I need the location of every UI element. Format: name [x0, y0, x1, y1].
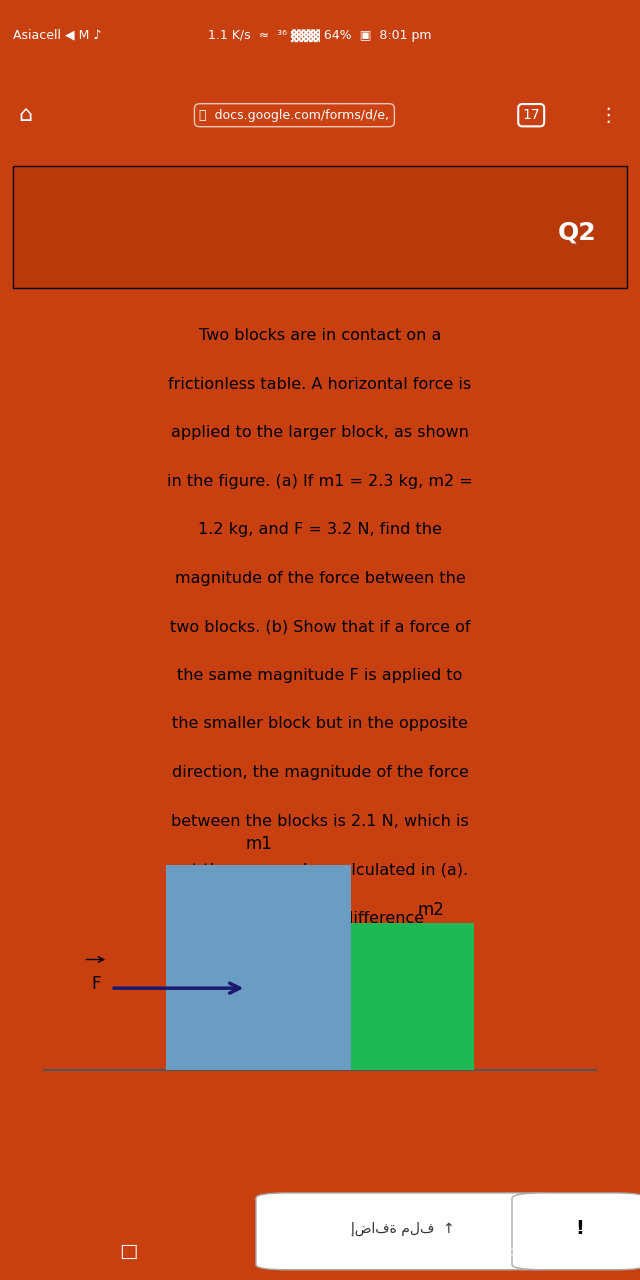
Text: in the figure. (a) If m1 = 2.3 kg, m2 =: in the figure. (a) If m1 = 2.3 kg, m2 = — [167, 474, 473, 489]
Text: magnitude of the force between the: magnitude of the force between the — [175, 571, 465, 586]
Bar — [166, 865, 351, 1070]
FancyBboxPatch shape — [256, 1193, 563, 1270]
Text: !: ! — [575, 1220, 584, 1238]
Text: F: F — [91, 975, 100, 993]
Text: m2: m2 — [417, 901, 444, 919]
Text: 🔒  docs.google.com/forms/d/e,: 🔒 docs.google.com/forms/d/e, — [200, 109, 389, 122]
Text: between the blocks is 2.1 N, which is: between the blocks is 2.1 N, which is — [171, 814, 469, 828]
Text: 1.1 K/s  ≈  ³⁶ ▓▓▓ 64%  ▣  8:01 pm: 1.1 K/s ≈ ³⁶ ▓▓▓ 64% ▣ 8:01 pm — [208, 28, 432, 42]
Text: the smaller block but in the opposite: the smaller block but in the opposite — [172, 717, 468, 731]
Text: frictionless table. A horizontal force is: frictionless table. A horizontal force i… — [168, 376, 472, 392]
Text: 1.2 kg, and F = 3.2 N, find the: 1.2 kg, and F = 3.2 N, find the — [198, 522, 442, 538]
Text: applied to the larger block, as shown: applied to the larger block, as shown — [171, 425, 469, 440]
Text: □: □ — [119, 1242, 137, 1261]
Bar — [351, 923, 474, 1070]
Text: m1: m1 — [245, 835, 272, 852]
Text: not the same value calculated in (a).: not the same value calculated in (a). — [172, 863, 468, 877]
Text: Asiacell ◀ M ♪: Asiacell ◀ M ♪ — [13, 28, 101, 42]
Text: ○: ○ — [312, 1242, 328, 1261]
Text: Two blocks are in contact on a: Two blocks are in contact on a — [199, 328, 441, 343]
Text: ◁: ◁ — [504, 1242, 520, 1261]
Text: ⋮: ⋮ — [598, 106, 618, 124]
Text: ⌂: ⌂ — [19, 105, 33, 125]
Text: two blocks. (b) Show that if a force of: two blocks. (b) Show that if a force of — [170, 620, 470, 635]
Text: .(c) Explain the difference: .(c) Explain the difference — [216, 910, 424, 925]
Text: إضافة ملف  ↑: إضافة ملف ↑ — [351, 1221, 455, 1236]
Text: direction, the magnitude of the force: direction, the magnitude of the force — [172, 765, 468, 780]
Text: Q2: Q2 — [558, 220, 596, 244]
FancyBboxPatch shape — [512, 1193, 640, 1270]
FancyBboxPatch shape — [13, 166, 627, 288]
Text: the same magnitude F is applied to: the same magnitude F is applied to — [177, 668, 463, 684]
Text: 17: 17 — [522, 109, 540, 122]
